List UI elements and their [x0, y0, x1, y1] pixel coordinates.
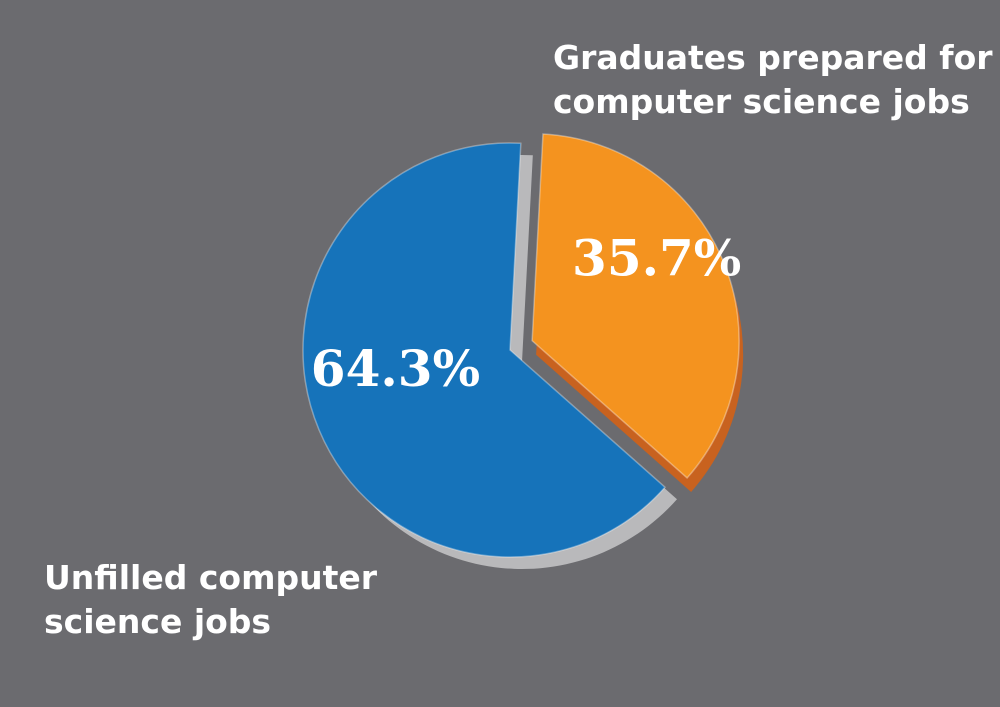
pie-slice — [302, 142, 667, 558]
value-label: 35.7% — [572, 229, 741, 288]
category-label: Graduates prepared for computer science … — [553, 38, 993, 121]
value-label: 64.3% — [311, 339, 480, 398]
pie-slice — [531, 133, 740, 479]
category-label: Unfilled computer science jobs — [44, 558, 378, 641]
